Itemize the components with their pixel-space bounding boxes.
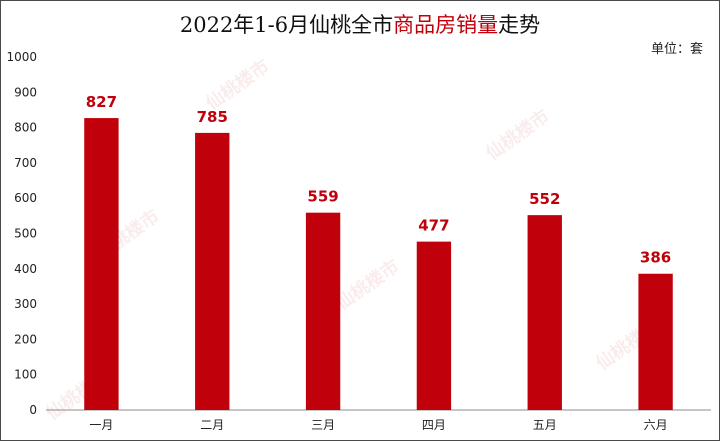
y-tick-label: 400 [14,262,37,276]
chart-title: 2022年1-6月仙桃全市商品房销量走势 [1,9,719,39]
y-tick-label: 500 [14,227,37,241]
y-tick-label: 0 [29,403,37,417]
y-tick-label: 700 [14,156,37,170]
x-tick-label: 三月 [311,418,335,432]
y-tick-label: 1000 [6,50,37,64]
x-tick-label: 六月 [644,418,668,432]
x-tick-label: 二月 [200,418,224,432]
bar [305,212,341,410]
bar [416,241,452,410]
data-label: 785 [197,108,228,126]
bar [527,215,562,410]
unit-label: 单位：套 [650,42,703,57]
x-tick-label: 五月 [533,418,557,432]
title-prefix: 2022年1-6月仙桃全市 [179,13,394,37]
x-tick-label: 四月 [422,418,446,432]
title-suffix: 走势 [498,13,541,37]
bar [638,273,673,410]
x-tick-label: 一月 [89,418,113,432]
data-label: 559 [307,188,338,206]
y-tick-label: 100 [14,368,37,382]
y-tick-label: 200 [14,332,37,346]
y-tick-label: 300 [14,297,37,311]
y-tick-label: 800 [14,121,37,135]
data-label: 827 [86,93,117,111]
data-label: 386 [640,249,671,267]
bar [195,132,230,410]
y-tick-label: 900 [14,85,37,99]
title-highlight: 商品房销量 [393,13,499,37]
bar [84,118,119,410]
y-tick-label: 600 [14,191,37,205]
data-label: 552 [529,190,560,208]
data-label: 477 [418,217,449,235]
